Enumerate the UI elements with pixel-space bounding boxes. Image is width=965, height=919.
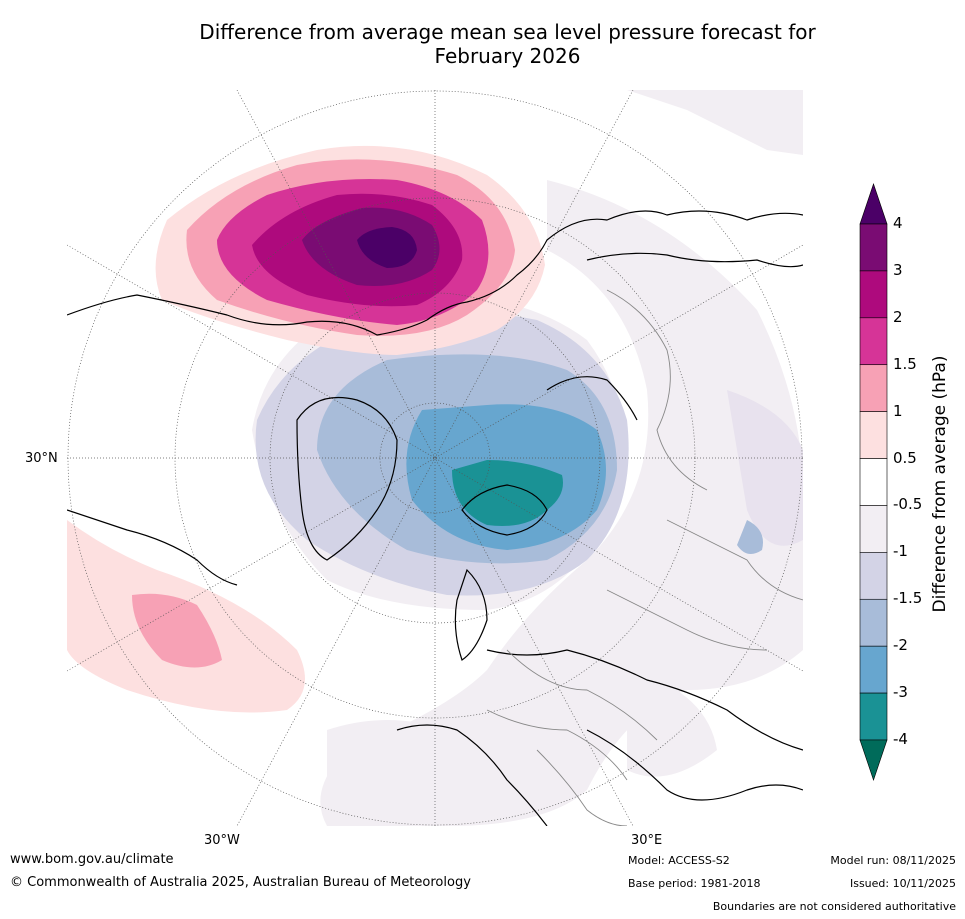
anomaly-region-pacific-high [155, 145, 546, 355]
longitude-label-30w: 30°W [204, 833, 240, 848]
website-link[interactable]: www.bom.gov.au/climate [10, 852, 174, 867]
title-line-2: February 2026 [434, 44, 581, 68]
coastlines [67, 210, 803, 826]
colorbar-box [859, 692, 888, 741]
anomaly-patch-south [327, 720, 454, 813]
colorbar-arrow-bottom [859, 739, 888, 781]
anomaly-region-subtropical-high [67, 520, 305, 713]
base-period-text: Base period: 1981-2018 [628, 877, 761, 890]
anomaly-region-minus-3 [452, 460, 563, 526]
colorbar-tick-label: 1 [893, 401, 903, 420]
colorbar-tick-label: 0.5 [893, 448, 917, 467]
colorbar-tick-label: -1.5 [893, 589, 923, 608]
title-line-1: Difference from average mean sea level p… [199, 20, 816, 44]
colorbar-box [859, 505, 888, 553]
copyright-text: © Commonwealth of Australia 2025, Austra… [10, 875, 471, 890]
longitude-label-30e: 30°E [631, 833, 663, 848]
colorbar-tick-label: 2 [893, 307, 903, 326]
map-title: Difference from average mean sea level p… [0, 20, 965, 68]
latitude-label-30n: 30°N [25, 451, 58, 466]
colorbar-tick-label: -4 [893, 730, 908, 748]
colorbar-box [859, 223, 888, 272]
colorbar-box [859, 411, 888, 459]
colorbar-tick-label: 3 [893, 260, 903, 279]
colorbar-box [859, 645, 888, 694]
colorbar-tick-label: -0.5 [893, 495, 923, 514]
colorbar-tick-label: 1.5 [893, 354, 917, 373]
colorbar-label: Difference from average (hPa) [930, 355, 950, 613]
colorbar-tick-label: 4 [893, 214, 903, 232]
model-run-text: Model run: 08/11/2025 [830, 854, 956, 867]
anomaly-patch-east [737, 520, 763, 554]
colorbar-box [859, 552, 888, 600]
boundaries-note: Boundaries are not considered authoritat… [712, 900, 956, 913]
colorbar-box [859, 598, 888, 647]
colorbar-box [859, 364, 888, 412]
colorbar-tick-label: -3 [893, 683, 908, 702]
model-text: Model: ACCESS-S2 [628, 854, 730, 867]
colorbar-box [859, 317, 888, 366]
graticule [67, 90, 803, 826]
issued-text: Issued: 10/11/2025 [849, 877, 956, 890]
pressure-anomaly-map [67, 90, 803, 826]
colorbar-box [859, 458, 888, 506]
colorbar-tick-label: -1 [893, 542, 908, 561]
colorbar-box [859, 270, 888, 319]
colorbar-arrow-top [859, 183, 888, 225]
country-borders [486, 289, 803, 826]
colorbar-tick-label: -2 [893, 636, 908, 655]
